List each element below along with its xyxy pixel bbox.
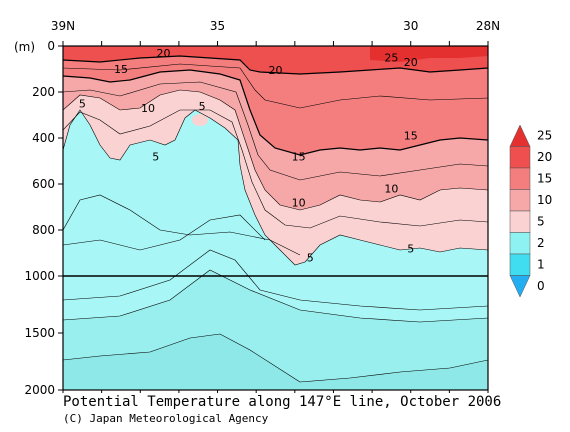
legend-swatch [509, 210, 531, 233]
field-1-2-bottom [63, 334, 488, 390]
contour-label: 5 [152, 150, 159, 163]
x-tick-label: 39N [51, 19, 75, 33]
contour-label: 5 [407, 242, 414, 255]
y-tick-label: 400 [32, 131, 55, 145]
contour-label: 10 [292, 196, 306, 209]
y-tick-label: 1000 [24, 269, 55, 283]
contour-label: 5 [307, 252, 314, 265]
contour-label: 5 [79, 98, 86, 111]
legend-swatch [509, 167, 531, 190]
contour-label: 15 [114, 63, 128, 76]
contour-label: 15 [292, 150, 306, 163]
contour-label: 10 [141, 102, 155, 115]
contour-label: 20 [404, 56, 418, 69]
cold-blob [192, 114, 208, 126]
y-tick-label: 200 [32, 85, 55, 99]
contour-label: 20 [269, 64, 283, 77]
y-unit-label: (m) [14, 40, 35, 54]
contour-label: 5 [199, 100, 206, 113]
chart-title: Potential Temperature along 147°E line, … [63, 394, 502, 410]
y-tick-label: 2000 [24, 383, 55, 397]
contour-labels: 20 25 20 15 20 5 10 5 15 5 15 10 10 5 5 [79, 47, 418, 265]
field-25 [370, 46, 488, 62]
x-axis: 39N 35 30 28N [51, 19, 500, 393]
legend-label: 15 [537, 172, 552, 186]
contour-label: 25 [384, 52, 398, 65]
legend-label: 1 [537, 258, 545, 272]
y-tick-label: 1500 [24, 326, 55, 340]
plot-frame [62, 45, 489, 391]
legend-label: 10 [537, 193, 552, 207]
legend-label: 20 [537, 150, 552, 164]
legend-swatch [509, 146, 531, 169]
x-tick-label: 28N [476, 19, 500, 33]
legend-swatch [509, 253, 531, 276]
legend-swatch [509, 124, 531, 147]
legend-label: 2 [537, 236, 545, 250]
x-tick-label: 35 [210, 19, 225, 33]
legend-label: 0 [537, 279, 545, 293]
chart-credit: (C) Japan Meteorological Agency [63, 412, 269, 425]
legend-label: 25 [537, 129, 552, 143]
legend-swatch [509, 189, 531, 212]
y-axis: 0 200 400 600 800 1000 1500 2000 [24, 39, 63, 397]
field-1-2-mid [63, 270, 488, 382]
field-15 [63, 46, 488, 155]
legend-swatch [509, 275, 531, 298]
y-tick-label: 600 [32, 177, 55, 191]
y-tick-label: 800 [32, 223, 55, 237]
contour-lines [63, 55, 488, 383]
contour-label: 20 [156, 47, 170, 60]
x-tick-label: 30 [403, 19, 418, 33]
contour-label: 15 [404, 130, 418, 143]
y-tick-label: 0 [47, 39, 55, 53]
legend-swatch [509, 232, 531, 255]
legend-label: 5 [537, 215, 545, 229]
contour-label: 10 [384, 183, 398, 196]
